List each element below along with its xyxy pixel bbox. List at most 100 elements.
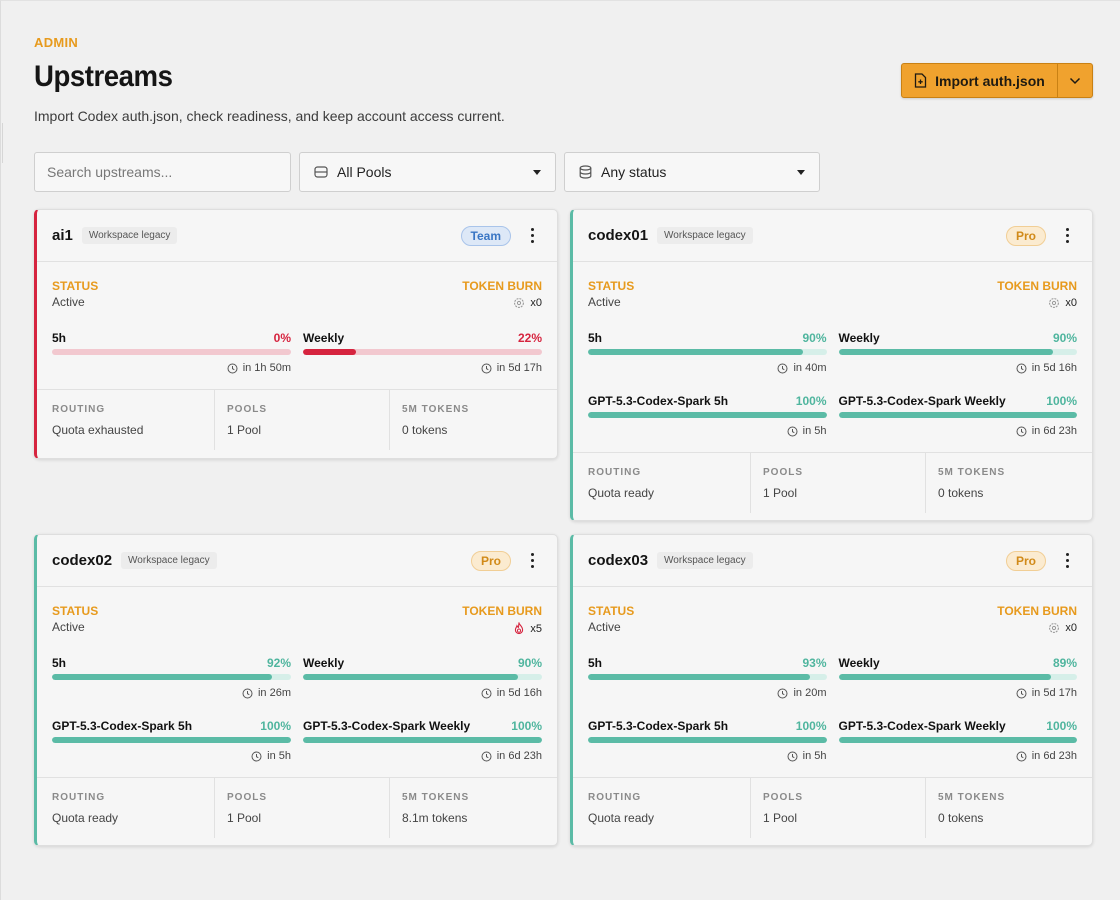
token-burn-label: TOKEN BURN [997, 279, 1077, 293]
pools-value: 1 Pool [763, 811, 798, 825]
card-header: codex03 Workspace legacy Pro [573, 535, 1092, 587]
search-input[interactable] [34, 152, 291, 192]
progress-fill [588, 412, 827, 418]
pools-value: 1 Pool [227, 811, 262, 825]
routing-label: ROUTING [588, 792, 642, 803]
card-header: ai1 Workspace legacy Team [37, 210, 557, 262]
card-body: STATUS Active TOKEN BURN x5 5h 92% in 26… [37, 587, 557, 777]
more-options-icon[interactable] [1060, 228, 1074, 243]
upstream-name: codex02 [52, 552, 113, 569]
import-options-button[interactable] [1058, 64, 1092, 97]
quota-meter: GPT-5.3-Codex-Spark Weekly 100% in 6d 23… [838, 714, 1077, 777]
workspace-tag: Workspace legacy [657, 552, 753, 569]
quota-meter: GPT-5.3-Codex-Spark 5h 100% in 5h [52, 714, 291, 777]
token-burn-multiplier: x0 [1065, 297, 1077, 309]
clock-icon [1016, 688, 1027, 699]
quota-meters: 5h 90% in 40m Weekly 90% in 5d 16h GPT-5… [588, 316, 1077, 452]
progress-fill [838, 349, 1054, 355]
reset-time-text: in 5d 16h [496, 687, 542, 699]
meter-percent: 100% [511, 719, 542, 733]
reset-time: in 5h [251, 750, 291, 762]
token-burn-value: x0 [1048, 297, 1077, 309]
reset-time: in 6d 23h [1016, 750, 1077, 762]
token-burn-multiplier: x0 [530, 297, 542, 309]
fire-icon [513, 622, 525, 635]
routing-label: ROUTING [52, 792, 106, 803]
pools-field: POOLS 1 Pool [214, 390, 389, 450]
quota-meter: Weekly 90% in 5d 16h [838, 326, 1077, 389]
card-header: codex01 Workspace legacy Pro [573, 210, 1092, 262]
token-burn-multiplier: x5 [530, 622, 542, 635]
card-footer: ROUTING Quota ready POOLS 1 Pool 5M TOKE… [573, 452, 1092, 513]
page-title: Upstreams [34, 60, 173, 93]
import-auth-button[interactable]: Import auth.json [902, 64, 1058, 97]
clock-icon [1016, 363, 1027, 374]
upstream-card: ai1 Workspace legacy Team STATUS Active … [34, 209, 558, 459]
meter-percent: 93% [802, 656, 827, 670]
gear-icon [513, 297, 525, 309]
quota-meters: 5h 93% in 20m Weekly 89% in 5d 17h GPT-5… [588, 641, 1077, 777]
quota-meter: GPT-5.3-Codex-Spark Weekly 100% in 6d 23… [838, 389, 1077, 452]
meter-label: GPT-5.3-Codex-Spark Weekly [838, 719, 1006, 733]
chevron-down-icon [1069, 77, 1081, 85]
reset-time: in 40m [777, 362, 827, 374]
status-select[interactable]: Any status [564, 152, 820, 192]
quota-meter: GPT-5.3-Codex-Spark 5h 100% in 5h [588, 714, 827, 777]
card-footer: ROUTING Quota ready POOLS 1 Pool 5M TOKE… [573, 777, 1092, 838]
database-icon [579, 165, 592, 179]
routing-label: ROUTING [52, 404, 106, 415]
routing-field: ROUTING Quota ready [52, 778, 214, 838]
clock-icon [787, 426, 798, 437]
tokens-value: 0 tokens [938, 486, 984, 500]
workspace-tag: Workspace legacy [121, 552, 217, 569]
reset-time: in 5d 16h [1016, 362, 1077, 374]
progress-track [588, 674, 827, 680]
meter-label: Weekly [303, 331, 345, 345]
pools-field: POOLS 1 Pool [214, 778, 389, 838]
pools-label: POOLS [227, 404, 268, 415]
progress-track [52, 737, 291, 743]
progress-track [588, 737, 827, 743]
pools-select[interactable]: All Pools [299, 152, 556, 192]
status-row: STATUS Active TOKEN BURN x0 [52, 262, 542, 316]
clock-icon [1016, 751, 1027, 762]
reset-time-text: in 5h [802, 750, 827, 762]
gear-icon [1048, 297, 1060, 309]
token-burn-label: TOKEN BURN [462, 604, 542, 618]
tokens-field: 5M TOKENS 0 tokens [925, 778, 1077, 838]
tokens-value: 0 tokens [402, 423, 448, 437]
more-options-icon[interactable] [1060, 553, 1074, 568]
routing-field: ROUTING Quota exhausted [52, 390, 214, 450]
import-auth-button-group: Import auth.json [901, 63, 1093, 98]
routing-field: ROUTING Quota ready [588, 778, 750, 838]
progress-track [588, 412, 827, 418]
status-value: Active [588, 620, 621, 634]
meter-label: Weekly [838, 331, 880, 345]
more-options-icon[interactable] [525, 228, 539, 243]
upstream-card: codex01 Workspace legacy Pro STATUS Acti… [570, 209, 1093, 521]
meter-percent: 100% [1046, 394, 1077, 408]
card-footer: ROUTING Quota exhausted POOLS 1 Pool 5M … [37, 389, 557, 450]
card-body: STATUS Active TOKEN BURN x0 5h 0% in 1h … [37, 262, 557, 389]
reset-time-text: in 5d 16h [1031, 362, 1077, 374]
reset-time: in 1h 50m [227, 362, 291, 374]
progress-track [588, 349, 827, 355]
tokens-label: 5M TOKENS [402, 792, 470, 803]
meter-percent: 22% [517, 331, 542, 345]
reset-time: in 5d 17h [1016, 687, 1077, 699]
progress-fill [52, 737, 291, 743]
status-row: STATUS Active TOKEN BURN x0 [588, 587, 1077, 641]
reset-time-text: in 26m [257, 687, 291, 699]
pools-field: POOLS 1 Pool [750, 778, 925, 838]
more-options-icon[interactable] [525, 553, 539, 568]
reset-time: in 5h [787, 425, 827, 437]
meter-label: GPT-5.3-Codex-Spark 5h [588, 394, 729, 408]
progress-fill [303, 737, 542, 743]
page-eyebrow: ADMIN [34, 35, 79, 50]
reset-time: in 5h [787, 750, 827, 762]
meter-label: GPT-5.3-Codex-Spark Weekly [838, 394, 1006, 408]
reset-time-text: in 6d 23h [1031, 425, 1077, 437]
tokens-label: 5M TOKENS [938, 467, 1006, 478]
quota-meter: 5h 92% in 26m [52, 651, 291, 714]
progress-track [52, 349, 291, 355]
